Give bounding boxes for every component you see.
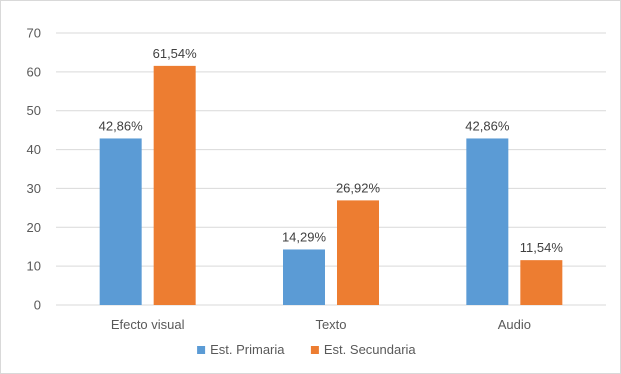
legend-swatch-1 xyxy=(310,346,319,354)
legend-label-0: Est. Primaria xyxy=(210,342,285,357)
legend-label-1: Est. Secundaria xyxy=(324,342,417,357)
data-label: 14,29% xyxy=(282,229,327,244)
y-tick-label: 30 xyxy=(27,181,41,196)
data-label: 61,54% xyxy=(153,46,198,61)
category-label: Audio xyxy=(498,317,531,332)
y-tick-label: 0 xyxy=(34,298,41,313)
bar-secundaria-2 xyxy=(520,260,563,305)
y-tick-label: 10 xyxy=(27,259,41,274)
bar-primaria-2 xyxy=(466,138,509,305)
data-label: 26,92% xyxy=(336,180,381,195)
data-label: 42,86% xyxy=(99,118,144,133)
category-label: Texto xyxy=(315,317,346,332)
category-label: Efecto visual xyxy=(111,317,185,332)
y-tick-label: 40 xyxy=(27,142,41,157)
y-tick-label: 20 xyxy=(27,220,41,235)
data-label: 11,54% xyxy=(520,240,564,255)
y-tick-label: 60 xyxy=(27,64,41,79)
bar-secundaria-1 xyxy=(337,200,379,305)
bar-primaria-0 xyxy=(99,138,142,305)
bar-primaria-1 xyxy=(283,249,325,305)
data-label: 42,86% xyxy=(465,118,510,133)
y-tick-label: 70 xyxy=(27,26,41,41)
legend-swatch-0 xyxy=(197,346,206,354)
bar-secundaria-0 xyxy=(153,65,196,306)
y-tick-label: 50 xyxy=(27,103,41,118)
